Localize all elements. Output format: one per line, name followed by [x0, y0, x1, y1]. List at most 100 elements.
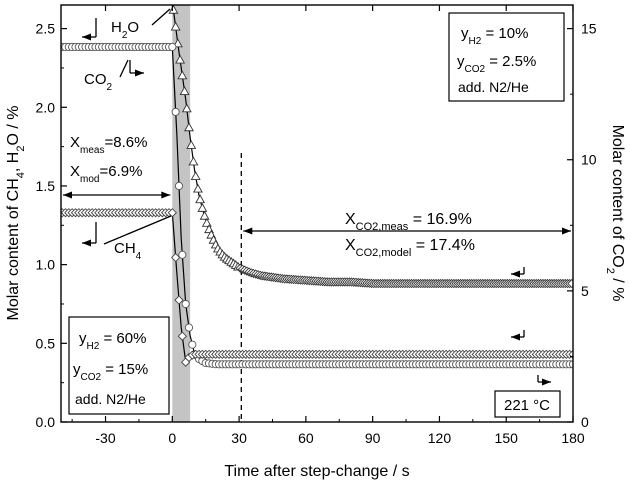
- series-layer: [61, 5, 573, 369]
- annotation-layer: H2O CO2 CH4 Xmeas=8.6% Xmod=6.9% XCO2,meas = …: [63, 8, 571, 418]
- conditions-box-bottom: [68, 316, 170, 415]
- co2-axis-arrow-head: [542, 378, 551, 386]
- y-left-tick-label: 0.0: [36, 414, 56, 430]
- xco2-span-left: [243, 227, 253, 235]
- marker-H2O: [68, 5, 79, 6]
- marker-H2O: [175, 54, 186, 64]
- marker-H2O: [190, 171, 201, 180]
- marker-H2O: [72, 5, 83, 6]
- x-axis-label: Time after step-change / s: [224, 463, 409, 480]
- marker-H2O: [70, 5, 81, 6]
- marker-H2O: [83, 5, 94, 6]
- marker-H2O: [61, 5, 72, 6]
- marker-H2O: [152, 5, 163, 6]
- marker-H2O: [63, 5, 74, 6]
- marker-H2O: [90, 5, 101, 6]
- box-top-yco2: yCO2 = 2.5%: [457, 53, 536, 75]
- marker-H2O: [117, 5, 128, 6]
- temperature-label: 221 °C: [504, 397, 550, 414]
- marker-H2O: [81, 5, 92, 6]
- marker-H2O: [130, 5, 141, 6]
- marker-H2O: [101, 5, 112, 6]
- marker-H2O: [150, 5, 161, 6]
- co2-label: CO2: [84, 71, 113, 93]
- box-top-gas: add. N2/He: [458, 79, 529, 95]
- marker-H2O: [94, 5, 105, 6]
- marker-CH4: [174, 295, 184, 305]
- marker-H2O: [121, 5, 132, 6]
- marker-H2O: [166, 5, 177, 6]
- box-bottom-yh2: yH2 = 60%: [79, 330, 146, 352]
- x-tick-label: 60: [298, 430, 314, 446]
- marker-H2O: [112, 5, 123, 6]
- x-tick-label: 0: [168, 430, 176, 446]
- series-markers-H2O: [61, 5, 573, 289]
- marker-H2O: [188, 156, 199, 166]
- marker-CH4: [171, 252, 181, 263]
- marker-CH4: [177, 331, 187, 341]
- marker-H2O: [143, 5, 154, 6]
- marker-H2O: [135, 5, 145, 6]
- marker-CO2: [188, 340, 197, 349]
- x-tick-label: 30: [231, 430, 247, 446]
- marker-H2O: [61, 5, 70, 6]
- marker-H2O: [184, 122, 194, 132]
- marker-H2O: [88, 5, 99, 6]
- marker-H2O: [110, 5, 121, 6]
- marker-H2O: [146, 5, 157, 6]
- series-markers-CH4: [61, 208, 573, 367]
- ch4-leader: [103, 215, 172, 245]
- conditions-box-top: [448, 12, 565, 102]
- marker-H2O: [97, 5, 108, 6]
- marker-H2O: [170, 21, 181, 31]
- marker-H2O: [199, 210, 210, 220]
- marker-H2O: [163, 5, 174, 6]
- marker-H2O: [567, 278, 573, 289]
- x-tick-label: -30: [95, 430, 115, 446]
- marker-H2O: [139, 5, 150, 6]
- marker-CO2: [184, 323, 194, 332]
- y-left-tick-label: 1.0: [36, 257, 56, 273]
- marker-H2O: [92, 5, 103, 6]
- xco2-span-right: [562, 227, 571, 235]
- marker-H2O: [141, 5, 152, 6]
- marker-H2O: [161, 5, 172, 6]
- marker-H2O: [99, 5, 110, 6]
- ch4-axis-arrow-head: [511, 333, 520, 341]
- marker-H2O: [79, 5, 90, 6]
- marker-H2O: [168, 5, 179, 14]
- marker-CO2: [171, 107, 180, 116]
- marker-H2O: [159, 5, 170, 6]
- marker-CO2: [568, 360, 573, 369]
- y-right-tick-label: 5: [581, 283, 589, 299]
- marker-CO2: [168, 42, 177, 52]
- marker-H2O: [103, 5, 114, 6]
- ch4-label: CH4: [114, 240, 142, 262]
- xco2-meas-label: XCO2,meas = 16.9%: [345, 211, 472, 233]
- marker-H2O: [61, 5, 68, 6]
- x-tick-label: 90: [365, 430, 381, 446]
- marker-H2O: [66, 5, 76, 6]
- marker-H2O: [195, 194, 206, 204]
- series-markers-CO2: [61, 42, 573, 369]
- xco2-model-label: XCO2,model = 17.4%: [345, 237, 475, 259]
- x-meas-span-right: [161, 191, 171, 199]
- marker-H2O: [132, 5, 143, 6]
- y-left-axis-label: Molar content of CH4, H2O / %: [5, 106, 27, 321]
- marker-CO2: [178, 250, 187, 259]
- marker-H2O: [201, 217, 212, 227]
- y-left-tick-label: 1.5: [36, 178, 56, 194]
- marker-CO2: [181, 299, 190, 309]
- marker-H2O: [177, 70, 188, 80]
- marker-H2O: [86, 5, 97, 6]
- h2o-axis-arrow-head: [511, 270, 520, 278]
- marker-CO2: [174, 181, 184, 191]
- x-tick-label: 150: [495, 430, 519, 446]
- marker-H2O: [115, 5, 125, 6]
- marker-H2O: [106, 5, 117, 6]
- y-right-tick-label: 10: [581, 152, 597, 168]
- x-meas-span-left: [63, 191, 72, 199]
- marker-H2O: [74, 5, 85, 6]
